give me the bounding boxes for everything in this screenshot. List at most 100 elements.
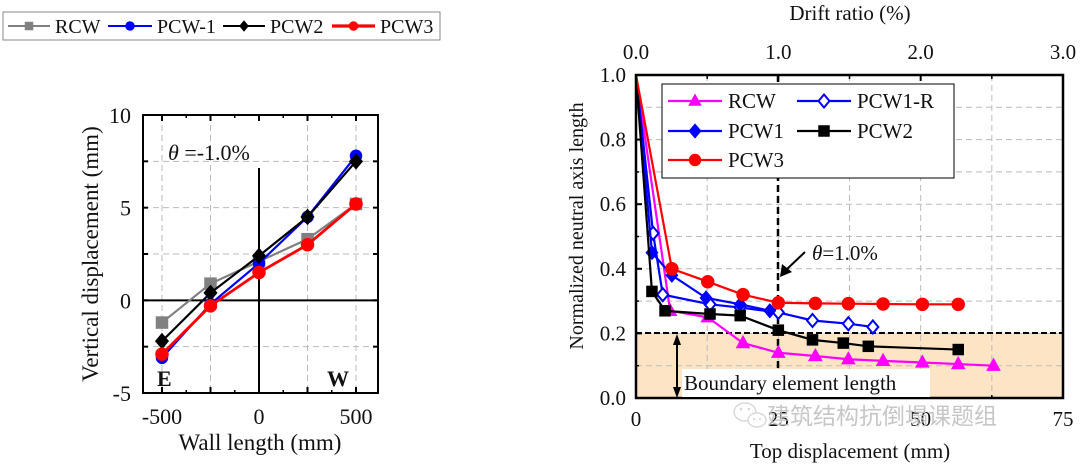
right-data-point [771, 295, 786, 310]
left-xtick-label: 0 [254, 404, 265, 429]
right-x2tick-label: 2.0 [908, 40, 934, 64]
left-ylabel: Vertical displacement (mm) [78, 126, 103, 381]
legend-marker [688, 123, 702, 139]
right-data-point [808, 347, 823, 362]
left-legend-item-pcw-1: PCW-1 [108, 16, 216, 38]
right-data-point [876, 297, 890, 311]
left-xlabel: Wall length (mm) [179, 430, 342, 455]
left-data-point [300, 237, 315, 252]
right-data-point [986, 357, 1001, 371]
right-data-point [951, 297, 965, 312]
legend-label: PCW2 [270, 16, 323, 38]
legend-marker [348, 21, 359, 31]
legend-label: PCW1 [728, 119, 784, 143]
right-legend-item-pcw1-r: PCW1-R [797, 89, 934, 113]
left-ytick-label: -5 [113, 381, 131, 406]
right-xlabel: Top displacement (mm) [750, 439, 950, 463]
left-series-pcw2 [154, 153, 364, 350]
legend-marker [24, 21, 34, 31]
right-data-point [862, 340, 875, 353]
right-data-point [771, 344, 786, 358]
right-data-point [841, 351, 856, 365]
right-xtick-label: 0 [631, 407, 642, 431]
left-data-point [252, 265, 266, 280]
right-data-point [763, 303, 777, 319]
right-chart: 0 25 50 750.0 1.0 2.0 3.00.00.20.40.60.81.0 θ=… [566, 1, 1076, 463]
right-x2label: Drift ratio (%) [789, 1, 910, 25]
legend-label: PCW3 [728, 148, 784, 172]
right-legend-item-pcw3: PCW3 [668, 148, 784, 172]
left-legend: RCW PCW-1 PCW2 PCW3 [2, 11, 441, 41]
right-data-point [952, 343, 964, 356]
watermark-text: 建筑结构抗倒塌课题组 [767, 404, 997, 430]
right-legend: RCW PCW1-R PCW1 PCW2 PCW3 [661, 83, 955, 179]
right-legend-item-pcw2: PCW2 [797, 119, 913, 143]
right-data-point [806, 334, 819, 346]
right-data-point [659, 305, 671, 317]
right-xtick-label: 25 [768, 407, 789, 431]
left-legend-item-pcw2: PCW2 [223, 16, 323, 38]
right-legend-item-rcw: RCW [668, 89, 776, 113]
right-data-point [841, 315, 856, 332]
right-ytick-label: 1.0 [600, 63, 626, 87]
left-annotation-W: W [327, 366, 349, 391]
right-data-point [704, 308, 716, 320]
left-data-point [348, 153, 364, 170]
right-data-point [655, 286, 670, 303]
right-data-point [734, 309, 746, 322]
left-data-point [349, 197, 363, 211]
left-xtick-label: -500 [142, 404, 182, 429]
right-ytick-label: 0.8 [600, 128, 626, 152]
boundary-arrow-up [673, 334, 681, 345]
left-xtick-label: 500 [340, 404, 373, 429]
theta-arrow [785, 251, 806, 271]
legend-label: RCW [728, 89, 776, 113]
left-data-point [155, 316, 169, 329]
left-axes: -500 0 500 -5 0 5 10 [109, 103, 379, 429]
legend-label: RCW [55, 16, 101, 38]
left-legend-item-pcw3: PCW3 [332, 16, 433, 38]
watermark: 建筑结构抗倒塌课题组 [733, 402, 997, 430]
right-data-point [646, 285, 658, 298]
right-ytick-label: 0.6 [600, 192, 626, 216]
right-data-point [915, 297, 930, 312]
right-data-point [772, 324, 785, 336]
right-data-point [841, 296, 856, 311]
boundary-arrow-down [673, 387, 681, 398]
left-legend-item-rcw: RCW [8, 16, 101, 38]
theta-label: θ=1.0% [812, 241, 878, 265]
legend-label: PCW1-R [857, 89, 934, 113]
left-series-layer [154, 149, 364, 365]
right-ylabel: Normalized neutral axis length [566, 102, 588, 349]
right-x2tick-label: 0.0 [623, 40, 649, 64]
legend-marker [817, 92, 831, 110]
left-series-pcw3 [155, 197, 363, 361]
right-xtick-label: 50 [910, 407, 931, 431]
right-series-layer [634, 74, 1001, 371]
boundary-label-bg [682, 369, 930, 397]
right-legend-item-pcw1: PCW1 [668, 119, 784, 143]
right-data-point [866, 318, 880, 335]
right-data-point [805, 312, 820, 329]
right-xtick-label: 75 [1053, 407, 1074, 431]
legend-marker [688, 153, 702, 167]
legend-label: PCW3 [380, 16, 433, 38]
legend-marker [688, 93, 702, 106]
left-ytick-label: 5 [120, 196, 131, 221]
right-axes: 0 25 50 750.0 1.0 2.0 3.00.00.20.40.60.81.0 [600, 40, 1076, 431]
right-data-point [665, 262, 679, 276]
right-data-point [915, 354, 930, 368]
right-data-point [837, 337, 849, 349]
boundary-label: Boundary element length [684, 371, 897, 395]
legend-label: PCW2 [857, 119, 913, 143]
legend-marker [239, 20, 249, 32]
right-series-pcw3 [634, 74, 965, 312]
right-ytick-label: 0.2 [600, 321, 626, 345]
right-ytick-label: 0.0 [600, 386, 626, 410]
legend-marker [818, 125, 830, 137]
theta-annotation: θ=1.0% [780, 241, 878, 277]
boundary-annotation: Boundary element length [673, 334, 930, 398]
left-data-point [251, 247, 267, 265]
right-data-point [875, 352, 891, 367]
